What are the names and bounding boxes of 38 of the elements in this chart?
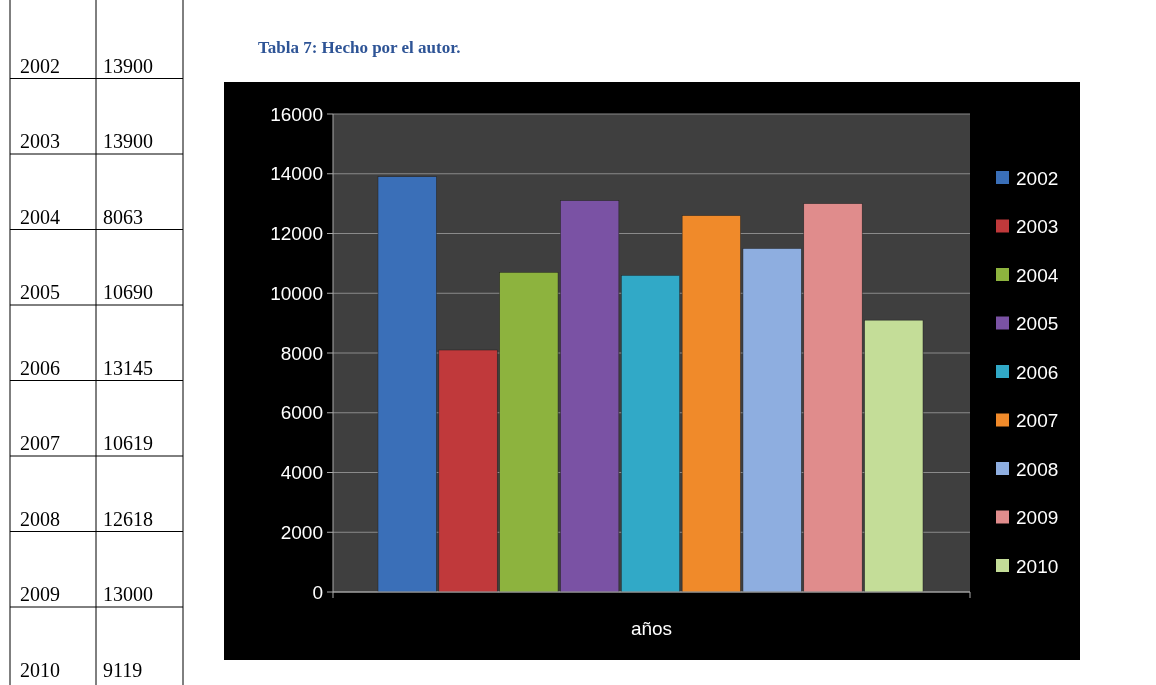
- text: 2007: [20, 432, 60, 454]
- text: 13900: [103, 54, 153, 77]
- legend-label: 2004: [1016, 264, 1059, 286]
- y-tick-label: 12000: [270, 223, 323, 245]
- text: 12618: [103, 507, 153, 530]
- legend-label: 2002: [1016, 167, 1059, 189]
- text: 10690: [103, 281, 153, 303]
- y-tick-label: 16000: [270, 103, 323, 125]
- legend-label: 2006: [1016, 361, 1059, 383]
- text: 2003: [20, 130, 60, 152]
- y-tick-label: 8000: [280, 342, 323, 364]
- y-tick-label: 10000: [270, 282, 323, 304]
- text: 2004: [20, 205, 60, 228]
- y-tick-label: 4000: [280, 462, 323, 484]
- text: 10619: [103, 432, 153, 454]
- text: 9119: [103, 658, 143, 681]
- y-tick-label: 2000: [280, 521, 323, 543]
- text: 2002: [20, 54, 60, 77]
- text: 13145: [103, 356, 153, 379]
- text: 13000: [103, 583, 153, 605]
- y-tick-label: 6000: [280, 402, 323, 424]
- text: 2006: [20, 356, 60, 379]
- legend-label: 2008: [1016, 458, 1059, 480]
- chart-title: Tabla 7: Hecho por el autor.: [258, 38, 461, 57]
- legend-label: 2007: [1016, 410, 1059, 432]
- text: 2008: [20, 507, 60, 530]
- legend-label: 2003: [1016, 216, 1059, 238]
- y-tick-label: 14000: [270, 163, 323, 185]
- text: 13900: [103, 130, 153, 152]
- text: 8063: [103, 205, 143, 228]
- text: 2010: [20, 658, 60, 681]
- text: 2005: [20, 281, 60, 303]
- y-tick-label: 0: [312, 581, 323, 603]
- legend-label: 2005: [1016, 313, 1059, 335]
- legend-label: 2010: [1016, 555, 1059, 577]
- text: 2009: [20, 583, 60, 605]
- x-axis-title: años: [630, 617, 673, 639]
- legend-label: 2009: [1016, 507, 1059, 529]
